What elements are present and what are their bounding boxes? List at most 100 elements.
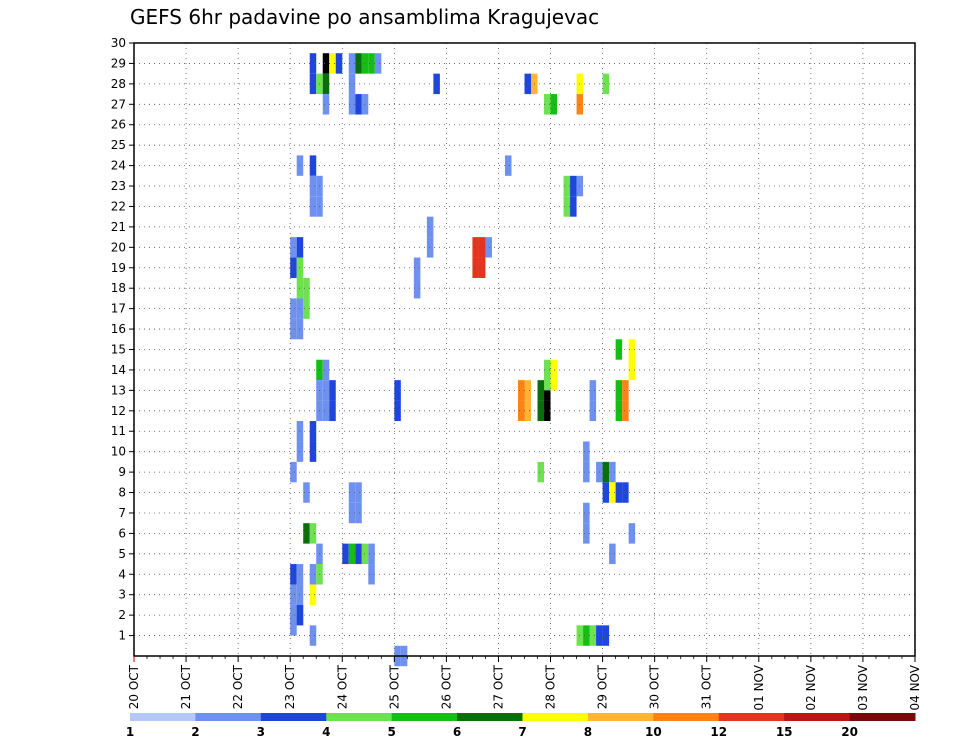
heatmap-cell [362, 94, 369, 114]
heatmap-cell [551, 94, 558, 114]
chart-grid [134, 43, 915, 656]
heatmap-cell [323, 380, 330, 400]
heatmap-cell [310, 176, 317, 196]
heatmap-cell [525, 380, 532, 400]
x-tick-label: 26 OCT [439, 664, 453, 709]
heatmap-cell [310, 155, 317, 175]
y-tick-label: 12 [111, 404, 126, 418]
colorbar-label: 20 [841, 725, 858, 739]
y-tick-label: 13 [111, 383, 126, 397]
colorbar-legend: 1 2 3 4 5 6 7 8 10 12 15 20 [126, 713, 916, 739]
heatmap-cell [355, 482, 362, 502]
heatmap-cell [362, 544, 369, 564]
y-tick-label: 1 [118, 629, 126, 643]
heatmap-cell [603, 625, 610, 645]
heatmap-cell [323, 401, 330, 421]
colorbar-segment [457, 713, 523, 721]
heatmap-cell [616, 380, 623, 400]
colorbar-segment [523, 713, 589, 721]
heatmap-cell [603, 482, 610, 502]
chart-title: GEFS 6hr padavine po ansamblima Kragujev… [130, 5, 599, 29]
heatmap-cell [290, 298, 297, 318]
y-tick-label: 2 [118, 608, 126, 622]
heatmap-cell [590, 380, 597, 400]
heatmap-cell [603, 74, 610, 94]
heatmap-cell [310, 625, 317, 645]
heatmap-cell [538, 380, 545, 400]
y-tick-label: 15 [111, 343, 126, 357]
heatmap-cell [290, 258, 297, 278]
heatmap-cell [355, 53, 362, 73]
y-tick-label: 11 [111, 424, 126, 438]
colorbar-label: 5 [387, 725, 395, 739]
y-tick-label: 3 [118, 588, 126, 602]
colorbar-segment [392, 713, 458, 721]
x-tick-label: 25 OCT [387, 664, 401, 709]
heatmap-cell [538, 462, 545, 482]
heatmap-cell [323, 74, 330, 94]
heatmap-cell [427, 237, 434, 257]
x-tick-label: 24 OCT [335, 664, 349, 709]
heatmap-cell [310, 564, 317, 584]
y-tick-label: 9 [118, 465, 126, 479]
y-tick-label: 26 [111, 118, 126, 132]
heatmap-cell [290, 564, 297, 584]
x-tick-label: 20 OCT [127, 664, 141, 709]
heatmap-cell [570, 196, 577, 216]
heatmap-cell [622, 482, 629, 502]
heatmap-cell [622, 401, 629, 421]
heatmap-cell [518, 380, 525, 400]
heatmap-cell [518, 401, 525, 421]
colorbar-segment [588, 713, 654, 721]
colorbar-segment [261, 713, 327, 721]
colorbar-label: 1 [126, 725, 134, 739]
x-tick-label: 03 NOV [856, 664, 870, 710]
heatmap-cell [342, 544, 349, 564]
heatmap-cell [310, 523, 317, 543]
colorbar-segment [850, 713, 916, 721]
colorbar-segment [653, 713, 719, 721]
y-tick-label: 29 [111, 56, 126, 70]
heatmap-cell [355, 503, 362, 523]
heatmap-cell [323, 360, 330, 380]
heatmap-cell [355, 544, 362, 564]
heatmap-cell [622, 380, 629, 400]
x-tick-label: 31 OCT [700, 664, 714, 709]
y-tick-label: 5 [118, 547, 126, 561]
x-tick-label: 02 NOV [804, 664, 818, 710]
colorbar-label: 8 [584, 725, 592, 739]
heatmap-cell [616, 482, 623, 502]
x-tick-label: 27 OCT [491, 664, 505, 709]
x-tick-label: 04 NOV [908, 664, 922, 710]
y-tick-label: 19 [111, 261, 126, 275]
colorbar-segment [130, 713, 196, 721]
x-tick-label: 28 OCT [544, 664, 558, 709]
x-tick-label: 01 NOV [752, 664, 766, 710]
heatmap-cell [290, 462, 297, 482]
heatmap-cell [616, 339, 623, 359]
heatmap-cell [362, 53, 369, 73]
y-tick-label: 27 [111, 97, 126, 111]
colorbar-segment [326, 713, 392, 721]
heatmap-cell [616, 401, 623, 421]
colorbar-label: 6 [453, 725, 461, 739]
heatmap-cell [323, 94, 330, 114]
heatmap-cell [538, 401, 545, 421]
precipitation-ensemble-chart: GEFS 6hr padavine po ansamblima Kragujev… [0, 0, 960, 742]
heatmap-cell [525, 401, 532, 421]
y-tick-label: 28 [111, 77, 126, 91]
x-tick-label: 23 OCT [283, 664, 297, 709]
y-tick-label: 17 [111, 302, 126, 316]
heatmap-cell [485, 237, 492, 257]
heatmap-cell [525, 74, 532, 94]
y-tick-label: 6 [118, 526, 126, 540]
colorbar-label: 2 [191, 725, 199, 739]
y-tick-label: 18 [111, 281, 126, 295]
x-tick-label: 21 OCT [179, 664, 193, 709]
colorbar-label: 12 [710, 725, 727, 739]
colorbar-segment [195, 713, 261, 721]
heatmap-cell [323, 53, 330, 73]
heatmap-cell [570, 176, 577, 196]
heatmap-cell [310, 584, 317, 604]
heatmap-cells [290, 53, 635, 666]
